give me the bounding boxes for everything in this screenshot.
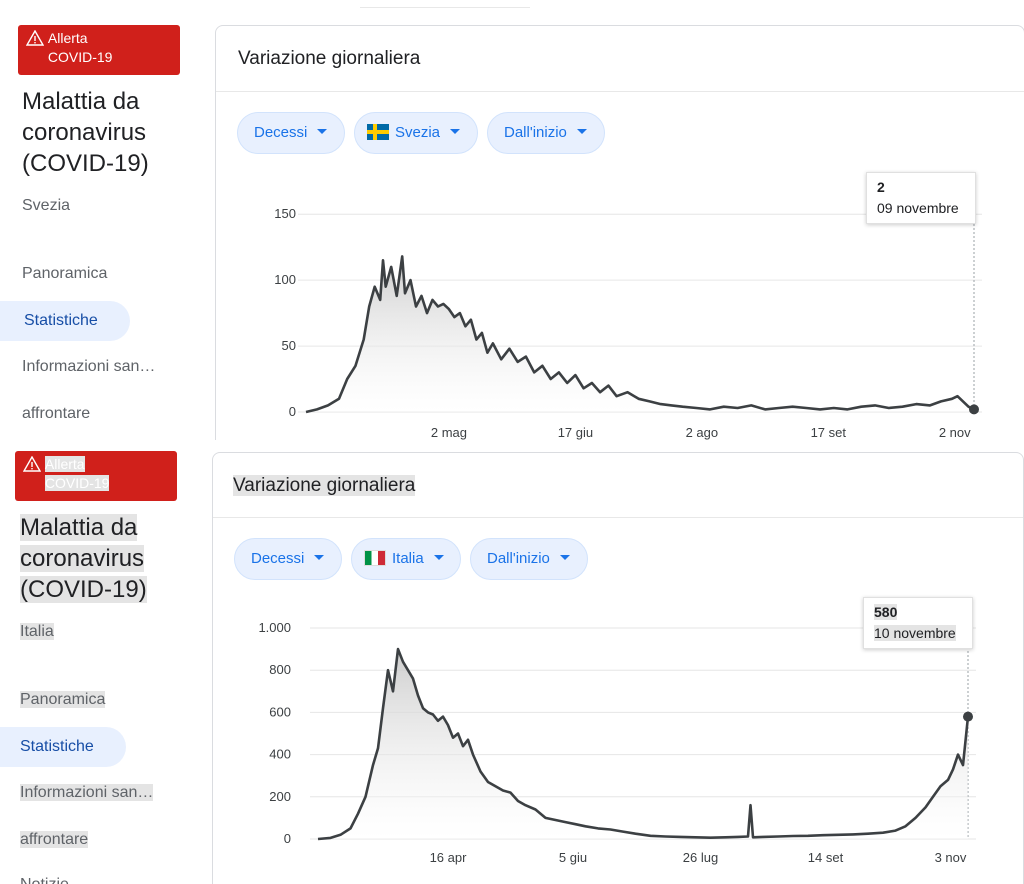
card-divider bbox=[213, 517, 1023, 518]
x-tick-label: 17 set bbox=[811, 425, 847, 440]
nav-item-overview[interactable]: Panoramica bbox=[20, 691, 106, 709]
series-line bbox=[305, 255, 975, 414]
alert-line2: COVID-19 bbox=[44, 475, 110, 491]
country-dropdown-label: Svezia bbox=[395, 124, 441, 141]
range-dropdown[interactable]: Dall'inizio bbox=[470, 538, 588, 580]
nav-item-health-info-label: Informazioni san… bbox=[20, 784, 154, 801]
tooltip-date: 09 novembre bbox=[877, 200, 959, 216]
nav-item-coping-label: affrontare bbox=[20, 831, 89, 848]
nav-item-statistics[interactable]: Statistiche bbox=[0, 727, 126, 767]
x-tick-label: 26 lug bbox=[683, 850, 718, 865]
x-tick-label: 3 nov bbox=[935, 850, 967, 865]
metric-dropdown[interactable]: Decessi bbox=[237, 112, 345, 154]
y-tick-label: 50 bbox=[282, 338, 296, 353]
country-name: Italia bbox=[20, 623, 54, 641]
warning-icon bbox=[26, 30, 44, 46]
covid-panel-sweden: Allerta COVID-19 Malattia da coronavirus … bbox=[0, 0, 1024, 440]
series-line bbox=[317, 647, 970, 841]
tooltip-date: 10 novembre bbox=[874, 625, 956, 641]
covid-alert-badge[interactable]: Allerta COVID-19 bbox=[15, 451, 177, 501]
series-area bbox=[306, 256, 974, 412]
hover-point bbox=[963, 711, 973, 722]
x-tick-label: 2 mag bbox=[431, 425, 467, 440]
y-tick-label: 0 bbox=[289, 404, 296, 419]
metric-dropdown-label: Decessi bbox=[254, 124, 308, 141]
italy-flag-icon bbox=[364, 550, 386, 566]
hover-point bbox=[969, 404, 979, 415]
disease-title-text: Malattia da coronavirus (COVID-19) bbox=[20, 514, 147, 603]
y-tick-label: 150 bbox=[274, 206, 296, 221]
card-title-text: Variazione giornaliera bbox=[233, 475, 416, 496]
chevron-down-icon bbox=[433, 555, 444, 560]
country-dropdown[interactable]: Svezia bbox=[354, 112, 478, 154]
sweden-flag-icon bbox=[367, 124, 389, 140]
nav-item-health-info[interactable]: Informazioni san… bbox=[22, 358, 156, 375]
chevron-down-icon bbox=[314, 555, 325, 560]
daily-change-card: Variazione giornaliera Decessi Svezia Da… bbox=[215, 25, 1024, 440]
daily-deaths-chart-sweden[interactable]: 0 50 100 150 2 mag 17 giu 2 ago 17 set 2 nov bbox=[216, 26, 1024, 440]
country-name: Svezia bbox=[22, 197, 71, 214]
covid-alert-badge[interactable]: Allerta COVID-19 bbox=[18, 25, 180, 75]
card-divider bbox=[216, 91, 1024, 92]
range-dropdown-label: Dall'inizio bbox=[504, 124, 567, 141]
x-tick-label: 2 nov bbox=[939, 425, 971, 440]
range-dropdown[interactable]: Dall'inizio bbox=[487, 112, 605, 154]
chevron-down-icon bbox=[559, 555, 570, 560]
nav-item-news[interactable]: Notizie bbox=[20, 876, 69, 884]
nav-item-coping[interactable]: affrontare bbox=[20, 831, 89, 849]
y-tick-label: 600 bbox=[269, 704, 291, 719]
tooltip-value-text: 580 bbox=[874, 604, 898, 620]
metric-dropdown[interactable]: Decessi bbox=[234, 538, 342, 580]
y-tick-label: 100 bbox=[274, 272, 296, 287]
country-dropdown-label: Italia bbox=[392, 550, 424, 567]
series-area bbox=[318, 649, 968, 839]
nav-item-coping[interactable]: affrontare bbox=[22, 405, 91, 422]
top-edge bbox=[360, 0, 530, 8]
disease-title: Malattia da coronavirus (COVID-19) bbox=[20, 512, 200, 605]
card-title: Variazione giornaliera bbox=[238, 48, 421, 69]
tooltip-value: 580 bbox=[874, 604, 962, 620]
y-tick-label: 0 bbox=[284, 831, 291, 846]
daily-change-card: Variazione giornaliera Decessi Italia Da… bbox=[212, 452, 1024, 884]
chevron-down-icon bbox=[317, 129, 328, 134]
disease-title: Malattia da coronavirus (COVID-19) bbox=[22, 88, 149, 177]
y-tick-label: 400 bbox=[269, 747, 291, 762]
alert-line1: Allerta bbox=[44, 456, 85, 472]
nav-item-health-info[interactable]: Informazioni san… bbox=[20, 784, 154, 802]
card-title: Variazione giornaliera bbox=[233, 475, 416, 497]
y-tick-label: 200 bbox=[269, 789, 291, 804]
country-dropdown[interactable]: Italia bbox=[351, 538, 461, 580]
chevron-down-icon bbox=[450, 129, 461, 134]
country-name-text: Italia bbox=[20, 623, 54, 640]
warning-icon bbox=[23, 456, 41, 472]
tooltip-value: 2 bbox=[877, 179, 885, 195]
metric-dropdown-label: Decessi bbox=[251, 550, 305, 567]
y-tick-label: 1.000 bbox=[258, 620, 291, 635]
x-tick-label: 16 apr bbox=[430, 850, 468, 865]
chevron-down-icon bbox=[576, 129, 587, 134]
range-dropdown-label: Dall'inizio bbox=[487, 550, 550, 567]
daily-deaths-chart-italy[interactable]: 0 200 400 600 800 1.000 16 apr 5 giu 26 lug 14 se… bbox=[213, 453, 1024, 884]
nav-item-overview-label: Panoramica bbox=[20, 691, 106, 708]
x-tick-label: 14 set bbox=[808, 850, 844, 865]
alert-line2: COVID-19 bbox=[47, 49, 113, 65]
nav-item-statistics[interactable]: Statistiche bbox=[0, 301, 130, 341]
chart-tooltip: 580 10 novembre bbox=[863, 597, 973, 649]
alert-line1: Allerta bbox=[47, 30, 88, 46]
chart-tooltip: 2 09 novembre bbox=[866, 172, 976, 224]
x-tick-label: 5 giu bbox=[559, 850, 587, 865]
x-tick-label: 17 giu bbox=[558, 425, 593, 440]
covid-panel-italy: Allerta COVID-19 Malattia da coronavirus … bbox=[0, 447, 1024, 884]
x-tick-label: 2 ago bbox=[686, 425, 719, 440]
nav-item-overview[interactable]: Panoramica bbox=[22, 265, 108, 282]
y-tick-label: 800 bbox=[269, 662, 291, 677]
